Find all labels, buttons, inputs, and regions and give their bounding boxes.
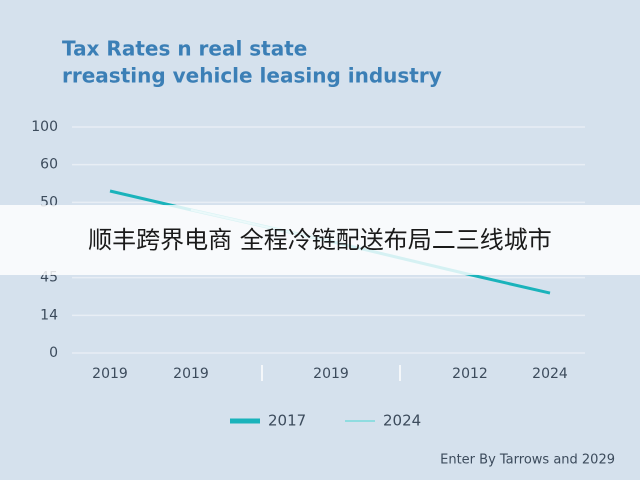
x-tick-label: 2012	[452, 366, 488, 382]
footnote: Enter By Tarrows and 2029	[440, 453, 615, 468]
x-tick-label: 2019	[313, 366, 349, 382]
banner-background	[0, 205, 640, 275]
y-tick-label: 60	[40, 157, 58, 173]
chart-subtitle: rreasting vehicle leasing industry	[62, 64, 442, 88]
legend-label: 2024	[383, 412, 421, 430]
y-tick-label: 100	[31, 119, 58, 135]
chart-title: Tax Rates n real state	[62, 37, 307, 61]
x-tick-label: 2024	[532, 366, 568, 382]
x-tick-label: 2019	[92, 366, 128, 382]
banner-text: 顺丰跨界电商 全程冷链配送布局二三线城市	[88, 226, 552, 254]
legend-label: 2017	[268, 412, 306, 430]
x-tick-label: 2019	[173, 366, 209, 382]
y-tick-label: 14	[40, 307, 58, 323]
y-tick-label: 0	[49, 345, 58, 361]
